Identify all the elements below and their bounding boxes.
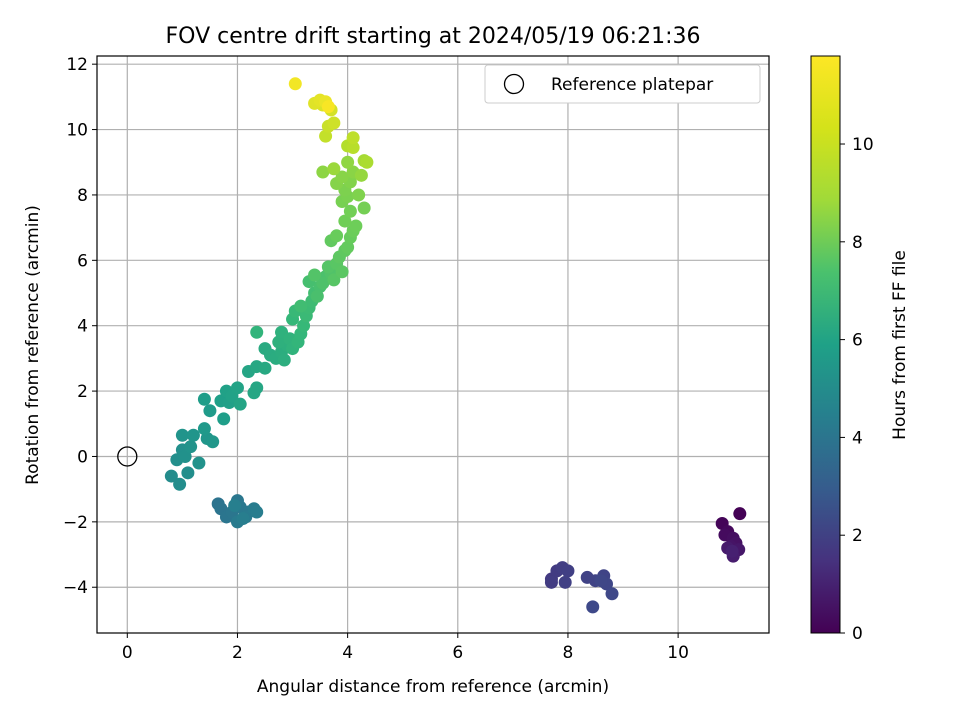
colorbar-tick-label: 0	[852, 624, 863, 644]
data-point	[297, 319, 311, 333]
data-point	[558, 575, 572, 589]
legend-entry: Reference platepar	[551, 75, 713, 95]
data-point	[357, 201, 371, 215]
data-point	[327, 116, 341, 130]
data-point	[316, 276, 330, 290]
y-tick-label: −2	[63, 513, 88, 533]
grid	[97, 56, 769, 633]
data-point	[175, 428, 189, 442]
data-point	[343, 204, 357, 218]
data-point	[327, 273, 341, 287]
colorbar-tick-label: 4	[852, 428, 863, 448]
data-point	[288, 77, 302, 91]
y-tick-label: 10	[66, 121, 88, 141]
data-point	[360, 155, 374, 169]
data-point	[354, 168, 368, 182]
data-point	[164, 469, 178, 483]
data-point	[341, 240, 355, 254]
data-point	[181, 466, 195, 480]
data-point	[178, 449, 192, 463]
x-tick-label: 2	[232, 643, 243, 663]
data-point	[228, 499, 242, 513]
y-tick-label: −4	[63, 578, 88, 598]
data-point	[197, 422, 211, 436]
data-point	[250, 325, 264, 339]
data-point	[258, 361, 272, 375]
colorbar-tick-label: 6	[852, 331, 863, 351]
data-point	[230, 381, 244, 395]
data-point	[330, 229, 344, 243]
x-tick-label: 0	[122, 643, 133, 663]
data-point	[217, 412, 231, 426]
colorbar-tick-label: 8	[852, 233, 863, 253]
data-point	[327, 162, 341, 176]
legend-marker	[503, 73, 525, 95]
data-point	[308, 268, 322, 282]
x-tick-label: 8	[563, 643, 574, 663]
data-point	[586, 600, 600, 614]
data-point	[346, 131, 360, 145]
x-tick-label: 6	[452, 643, 463, 663]
legend-box	[484, 64, 761, 104]
data-point	[310, 289, 324, 303]
reference-point-marker	[117, 446, 138, 467]
y-tick-label: 0	[77, 447, 88, 467]
data-point	[594, 574, 608, 588]
legend: Reference platepar	[484, 64, 761, 104]
data-point	[236, 512, 250, 526]
data-point	[186, 428, 200, 442]
data-point	[544, 575, 558, 589]
data-point	[203, 404, 217, 418]
y-axis-ticks: −4 −2 0 2 4 6 8 10 12	[63, 55, 97, 598]
data-point	[349, 219, 363, 233]
data-point	[233, 397, 247, 411]
x-axis-ticks: 0 2 4 6 8 10	[122, 633, 689, 663]
data-point	[173, 477, 187, 491]
data-point	[277, 353, 291, 367]
y-tick-label: 8	[77, 186, 88, 206]
data-point	[335, 170, 349, 184]
data-point	[338, 214, 352, 228]
data-point	[346, 141, 360, 155]
chart-title: FOV centre drift starting at 2024/05/19 …	[166, 24, 701, 49]
data-point	[725, 544, 739, 558]
data-point	[605, 587, 619, 601]
plot-frame	[96, 55, 770, 634]
x-axis-label: Angular distance from reference (arcmin)	[257, 677, 609, 697]
colorbar-tick-label: 10	[852, 135, 874, 155]
colorbar-label: Hours from first FF file	[890, 250, 910, 440]
y-tick-label: 2	[77, 382, 88, 402]
y-tick-label: 12	[66, 55, 88, 75]
data-point	[733, 507, 747, 521]
colorbar: 0 2 4 6 8 10 Hours from first FF file	[810, 55, 910, 644]
colorbar-gradient	[810, 55, 841, 634]
data-point	[272, 335, 286, 349]
data-point	[316, 165, 330, 179]
y-tick-label: 6	[77, 251, 88, 271]
data-point	[294, 299, 308, 313]
data-point	[319, 129, 333, 143]
y-axis-label: Rotation from reference (arcmin)	[23, 205, 43, 485]
data-point	[192, 456, 206, 470]
data-point	[250, 505, 264, 519]
data-point	[341, 155, 355, 169]
colorbar-tick-label: 2	[852, 526, 863, 546]
data-point	[352, 188, 366, 202]
data-point	[321, 100, 335, 114]
data-point	[561, 564, 575, 578]
data-point	[335, 265, 349, 279]
scatter-points	[117, 77, 747, 614]
data-point	[206, 435, 220, 449]
data-point	[250, 381, 264, 395]
x-tick-label: 4	[342, 643, 353, 663]
data-point	[197, 392, 211, 406]
y-tick-label: 4	[77, 317, 88, 337]
colorbar-ticks: 0 2 4 6 8 10	[840, 135, 874, 644]
x-tick-label: 10	[667, 643, 689, 663]
data-point	[184, 440, 198, 454]
